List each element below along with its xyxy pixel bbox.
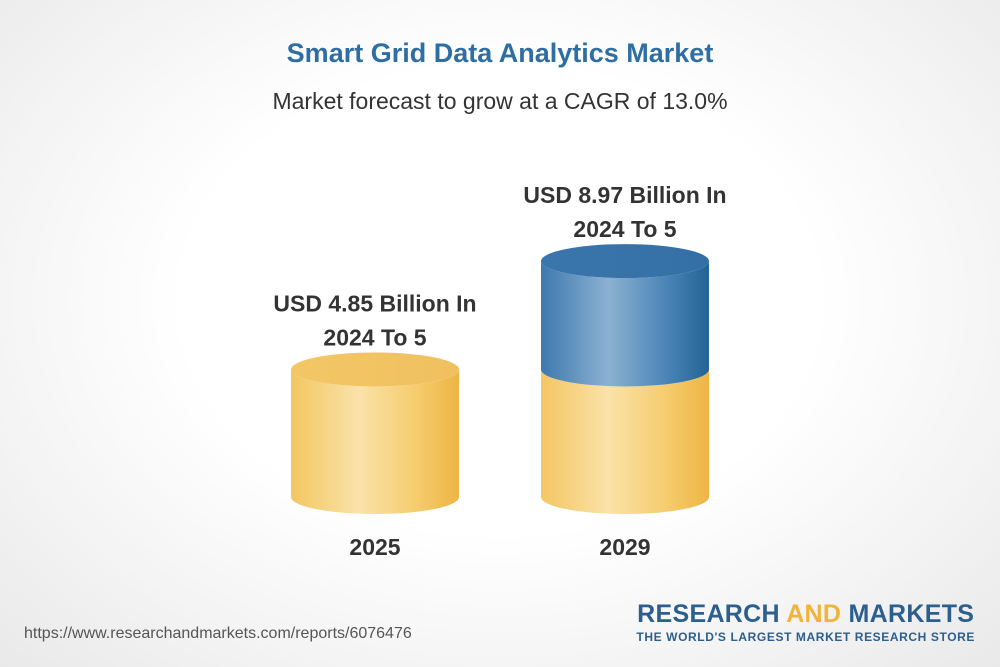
cylinder-bar-2025 [291,352,459,514]
value-label-line: USD 8.97 Billion In [523,182,726,208]
value-label-2029: USD 8.97 Billion In 2024 To 5 [523,182,726,242]
brand-wordmark: RESEARCH AND MARKETS [636,600,975,628]
value-label-2025: USD 4.85 Billion In 2024 To 5 [273,290,476,350]
brand-word-research: RESEARCH [637,600,780,628]
brand-tagline: THE WORLD'S LARGEST MARKET RESEARCH STOR… [636,630,975,644]
value-label-line: 2024 To 5 [573,216,676,242]
brand-word-and: AND [786,600,842,628]
chart-title: Smart Grid Data Analytics Market [286,38,714,68]
cylinder-base-segment [541,369,709,514]
value-label-line: 2024 To 5 [323,324,426,350]
source-url[interactable]: https://www.researchandmarkets.com/repor… [24,625,412,642]
brand-word-markets: MARKETS [848,600,975,628]
category-label-2029: 2029 [599,534,650,560]
cylinder-top-cap [291,352,459,387]
brand-logo: RESEARCH AND MARKETS THE WORLD'S LARGEST… [636,600,975,644]
cylinder-growth-segment [541,261,709,387]
value-label-line: USD 4.85 Billion In [273,290,476,316]
chart-subtitle: Market forecast to grow at a CAGR of 13.… [272,88,728,114]
cylinder-base-segment [291,369,459,514]
category-label-2025: 2025 [349,534,400,560]
cylinder-bar-2029 [541,244,709,514]
cylinder-top-cap [541,244,709,279]
